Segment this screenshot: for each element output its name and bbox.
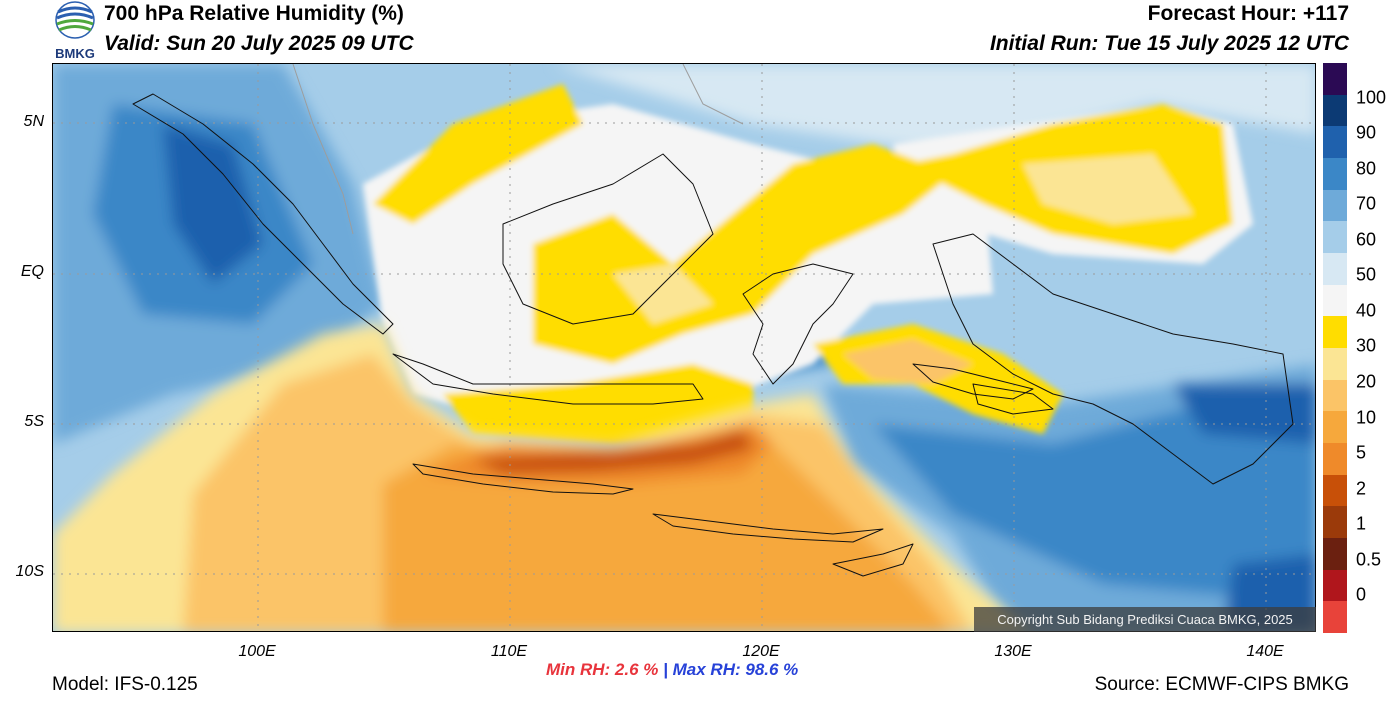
- lat-label-5s: 5S: [24, 413, 44, 430]
- colorbar-label: 100: [1356, 87, 1387, 108]
- colorbar-label: 20: [1356, 371, 1377, 392]
- humidity-map: [52, 63, 1316, 632]
- initial-run: Initial Run: Tue 15 July 2025 12 UTC: [989, 32, 1349, 55]
- source-info: Source: ECMWF-CIPS BMKG: [1094, 674, 1349, 695]
- lon-label-140e: 140E: [1246, 643, 1284, 660]
- stats-separator: |: [663, 660, 668, 679]
- model-info: Model: IFS-0.125: [52, 674, 198, 695]
- colorbar-swatch: [1323, 379, 1347, 412]
- colorbar-swatch: [1323, 538, 1347, 571]
- colorbar-swatch: [1323, 284, 1347, 317]
- colorbar-label: 2: [1356, 478, 1367, 499]
- colorbar-label: 40: [1356, 300, 1377, 321]
- colorbar-swatch: [1323, 411, 1347, 444]
- colorbar-swatch: [1323, 601, 1347, 634]
- colorbar-label: 50: [1356, 264, 1377, 285]
- lon-label-100e: 100E: [238, 643, 276, 660]
- colorbar-label: 1: [1356, 513, 1367, 534]
- colorbar-swatch: [1323, 221, 1347, 254]
- colorbar-label: 10: [1356, 407, 1377, 428]
- max-rh: Max RH: 98.6 %: [672, 660, 799, 679]
- min-rh: Min RH: 2.6 %: [546, 660, 659, 679]
- colorbar-label: 70: [1356, 193, 1377, 214]
- lat-label-eq: EQ: [20, 263, 44, 280]
- lon-label-120e: 120E: [742, 643, 780, 660]
- colorbar-label: 0.5: [1356, 549, 1382, 570]
- colorbar-label: 0: [1356, 584, 1367, 605]
- colorbar-swatch: [1323, 443, 1347, 476]
- colorbar-swatch: [1323, 63, 1347, 96]
- lat-label-10s: 10S: [15, 563, 44, 580]
- lat-label-5n: 5N: [23, 113, 44, 130]
- colorbar-swatch: [1323, 158, 1347, 191]
- forecast-hour: Forecast Hour: +117: [1147, 2, 1349, 25]
- map-title: 700 hPa Relative Humidity (%): [104, 2, 404, 25]
- colorbar-swatch: [1323, 569, 1347, 602]
- colorbar-label: 30: [1356, 335, 1377, 356]
- colorbar-label: 5: [1356, 442, 1367, 463]
- colorbar-swatch: [1323, 474, 1347, 507]
- colorbar-label: 80: [1356, 158, 1377, 179]
- lon-label-130e: 130E: [994, 643, 1032, 660]
- colorbar-swatch: [1323, 316, 1347, 349]
- colorbar: [1323, 63, 1347, 634]
- colorbar-swatch: [1323, 506, 1347, 539]
- logo-text: BMKG: [55, 46, 95, 60]
- colorbar-label: 60: [1356, 229, 1377, 250]
- colorbar-swatch: [1323, 348, 1347, 381]
- colorbar-swatch: [1323, 94, 1347, 127]
- bmkg-logo: BMKG: [50, 0, 100, 61]
- colorbar-swatch: [1323, 189, 1347, 222]
- copyright-notice: Copyright Sub Bidang Prediksi Cuaca BMKG…: [974, 607, 1316, 632]
- colorbar-swatch: [1323, 126, 1347, 159]
- rh-stats: Min RH: 2.6 % | Max RH: 98.6 %: [546, 660, 798, 680]
- colorbar-label: 90: [1356, 122, 1377, 143]
- lon-label-110e: 110E: [490, 643, 528, 660]
- colorbar-swatch: [1323, 253, 1347, 286]
- valid-time: Valid: Sun 20 July 2025 09 UTC: [104, 32, 414, 55]
